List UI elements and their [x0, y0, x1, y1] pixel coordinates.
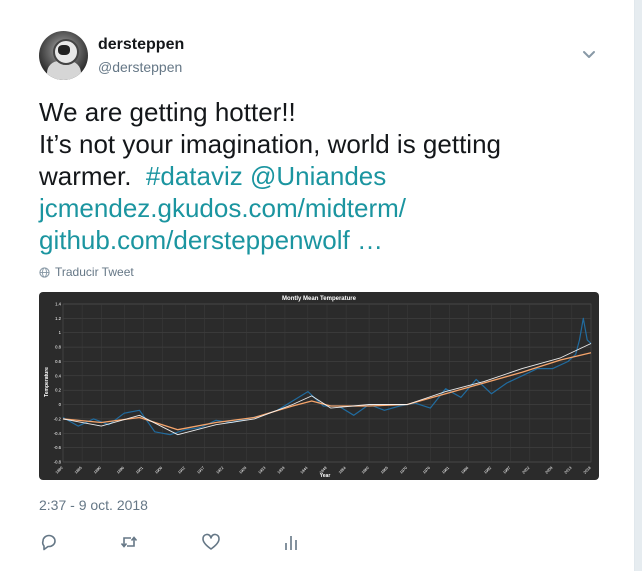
- x-tick-label: 1992: [483, 466, 492, 475]
- analytics-icon[interactable]: [281, 532, 301, 552]
- y-tick-label: -0.4: [54, 431, 62, 436]
- heart-icon[interactable]: [201, 532, 221, 552]
- x-tick-label: 1954: [338, 466, 347, 475]
- y-tick-label: 0.4: [55, 373, 61, 378]
- x-tick-label: 1901: [135, 466, 144, 475]
- x-tick-label: 1928: [239, 466, 248, 475]
- x-tick-label: 1970: [399, 466, 408, 475]
- translate-label: Traducir Tweet: [55, 265, 134, 279]
- url-link-1[interactable]: jcmendez.gkudos.com/midterm/: [39, 193, 407, 223]
- x-tick-label: 1885: [74, 466, 83, 475]
- x-tick-label: 1912: [177, 466, 186, 475]
- y-axis-label: Temperature: [44, 367, 50, 397]
- y-tick-label: 0.6: [55, 359, 61, 364]
- x-tick-label: 2013: [564, 466, 573, 475]
- y-tick-label: 1.4: [55, 302, 61, 307]
- grid: [62, 303, 592, 463]
- x-tick-label: 1922: [216, 466, 225, 475]
- tweet-text: We are getting hotter!! It’s not your im…: [39, 96, 609, 256]
- x-tick-label: 1965: [380, 466, 389, 475]
- globe-icon: [39, 266, 50, 278]
- y-tick-label: 0.2: [55, 388, 61, 393]
- timestamp[interactable]: 2:37 - 9 oct. 2018: [39, 497, 148, 513]
- tweet-line-3-text: warmer.: [39, 161, 132, 191]
- ticks: -0.8 -0.6 -0.4 -0.2 0 0.2 0.4 0.6 0.8 1 1.2 1.4 1880…: [54, 302, 592, 475]
- chevron-down-icon[interactable]: [582, 50, 596, 60]
- x-tick-label: 1906: [154, 466, 163, 475]
- hashtag-link[interactable]: #dataviz: [145, 161, 243, 191]
- x-tick-label: 1933: [258, 466, 267, 475]
- y-tick-label: -0.2: [54, 416, 62, 421]
- y-tick-label: -0.6: [54, 445, 62, 450]
- series-line-trend: [62, 343, 592, 436]
- translate-tweet[interactable]: Traducir Tweet: [39, 265, 134, 279]
- x-tick-label: 1986: [460, 466, 469, 475]
- chart-image[interactable]: Montly Mean Temperature Year Temperature…: [39, 292, 599, 480]
- series-group: [62, 317, 592, 436]
- x-axis-label: Year: [320, 473, 331, 479]
- astronaut-visor: [58, 45, 70, 55]
- reply-icon[interactable]: [39, 532, 59, 552]
- tweet-line-1: We are getting hotter!!: [39, 97, 296, 127]
- x-tick-label: 2018: [583, 466, 592, 475]
- mention-link[interactable]: @Uniandes: [250, 161, 387, 191]
- series-line-monthly: [62, 317, 592, 436]
- url-link-2[interactable]: github.com/dersteppenwolf …: [39, 225, 383, 255]
- x-tick-label: 1960: [361, 466, 370, 475]
- tweet-line-3: warmer. #dataviz @Uniandes: [39, 160, 609, 192]
- y-tick-label: 0.8: [55, 345, 61, 350]
- user-handle[interactable]: @dersteppen: [98, 59, 183, 75]
- chart-title: Montly Mean Temperature: [282, 296, 357, 302]
- y-tick-label: 0: [59, 402, 62, 407]
- x-tick-label: 1917: [196, 466, 205, 475]
- x-tick-label: 1880: [55, 466, 64, 475]
- user-name[interactable]: dersteppen: [98, 36, 185, 53]
- x-tick-label: 1938: [277, 466, 286, 475]
- x-tick-label: 1981: [441, 466, 450, 475]
- temperature-chart: Montly Mean Temperature Year Temperature…: [44, 296, 592, 479]
- y-tick-label: 1.2: [55, 316, 61, 321]
- y-tick-label: -0.8: [54, 460, 62, 465]
- x-tick-label: 1890: [93, 466, 102, 475]
- astronaut-body: [47, 61, 81, 80]
- x-tick-label: 2008: [545, 466, 554, 475]
- series-line-smooth: [62, 352, 592, 431]
- x-tick-label: 1976: [422, 466, 431, 475]
- x-tick-label: 2002: [522, 466, 531, 475]
- y-tick-label: 1: [59, 330, 62, 335]
- x-tick-label: 1949: [319, 466, 328, 475]
- x-tick-label: 1997: [503, 466, 512, 475]
- tweet-line-2: It’s not your imagination, world is gett…: [39, 129, 501, 159]
- retweet-icon[interactable]: [119, 532, 139, 552]
- x-tick-label: 1944: [300, 466, 309, 475]
- action-bar: [39, 532, 319, 552]
- x-tick-label: 1896: [116, 466, 125, 475]
- avatar[interactable]: [39, 31, 88, 80]
